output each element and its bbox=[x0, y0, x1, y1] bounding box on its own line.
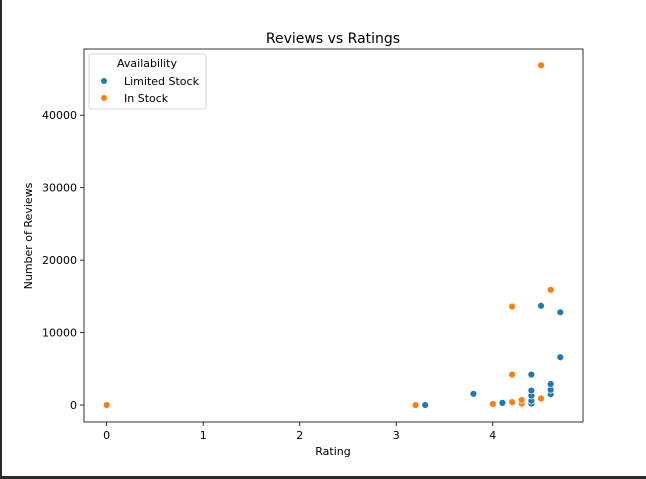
x-tick-label: 1 bbox=[200, 429, 207, 442]
x-tick-label: 2 bbox=[296, 429, 303, 442]
y-axis-ticks: 0 10000 20000 30000 40000 bbox=[42, 109, 84, 412]
x-tick-label: 3 bbox=[393, 429, 400, 442]
point-in-stock bbox=[102, 401, 111, 409]
point-in-stock bbox=[508, 370, 516, 379]
y-tick-label: 10000 bbox=[42, 327, 77, 340]
point-limited-stock bbox=[537, 302, 545, 310]
point-in-stock bbox=[518, 396, 526, 404]
x-tick-label: 4 bbox=[489, 429, 496, 442]
point-in-stock bbox=[537, 394, 545, 403]
legend: Availability Limited Stock In Stock bbox=[88, 53, 207, 110]
x-tick-label: 0 bbox=[103, 429, 110, 442]
legend-title: Availability bbox=[117, 57, 177, 70]
data-points bbox=[102, 61, 565, 409]
point-in-stock bbox=[411, 401, 420, 409]
point-limited-stock bbox=[556, 308, 565, 317]
y-axis-label: Number of Reviews bbox=[22, 182, 35, 289]
y-tick-label: 40000 bbox=[42, 109, 77, 122]
point-limited-stock bbox=[469, 390, 478, 398]
point-limited-stock bbox=[546, 380, 555, 388]
point-in-stock bbox=[537, 61, 545, 69]
x-axis-ticks: 0 1 2 3 4 bbox=[103, 422, 496, 442]
legend-label-limited-stock: Limited Stock bbox=[124, 75, 200, 88]
point-in-stock bbox=[508, 302, 516, 311]
legend-marker-in-stock bbox=[100, 94, 108, 102]
point-limited-stock bbox=[421, 401, 429, 409]
point-in-stock bbox=[508, 398, 516, 406]
y-tick-label: 30000 bbox=[42, 182, 77, 195]
point-limited-stock bbox=[498, 399, 507, 407]
point-limited-stock bbox=[556, 353, 565, 361]
point-in-stock bbox=[546, 286, 555, 294]
point-in-stock bbox=[489, 400, 497, 408]
point-limited-stock bbox=[527, 386, 536, 395]
legend-marker-limited-stock bbox=[100, 77, 108, 85]
legend-label-in-stock: In Stock bbox=[124, 92, 169, 105]
y-tick-label: 20000 bbox=[42, 254, 77, 267]
point-limited-stock bbox=[527, 370, 536, 379]
chart-title: Reviews vs Ratings bbox=[266, 31, 400, 47]
x-axis-label: Rating bbox=[315, 445, 350, 458]
legend-box bbox=[88, 53, 207, 110]
plot-area-border bbox=[83, 48, 584, 423]
y-tick-label: 0 bbox=[70, 399, 77, 412]
